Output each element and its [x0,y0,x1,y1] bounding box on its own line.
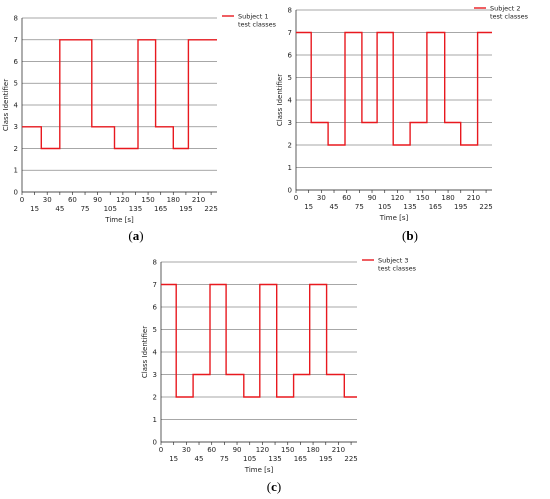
x-tick-label: 165 [429,203,442,211]
y-axis-label: Class Identifier [141,326,149,378]
y-tick-label: 0 [153,438,157,446]
x-tick-label: 105 [378,203,391,211]
x-tick-label: 210 [192,196,205,204]
y-tick-label: 6 [288,51,293,59]
y-axis-label: Class Identifier [2,79,10,131]
x-tick-label: 135 [403,203,416,211]
x-tick-label: 75 [220,455,229,463]
y-tick-label: 5 [288,74,292,82]
x-tick-label: 180 [167,196,180,204]
x-tick-label: 45 [330,203,339,211]
y-tick-label: 7 [153,281,157,289]
x-tick-label: 120 [391,194,404,202]
x-tick-label: 0 [20,196,24,204]
x-tick-label: 90 [368,194,377,202]
x-tick-label: 210 [467,194,480,202]
y-tick-label: 3 [153,371,157,379]
y-tick-label: 3 [14,123,18,131]
x-tick-label: 30 [182,446,191,454]
x-tick-label: 195 [179,205,192,213]
x-tick-label: 225 [479,203,492,211]
x-axis-label: Time [s] [104,216,134,224]
x-tick-label: 0 [159,446,163,454]
x-tick-label: 60 [68,196,77,204]
x-tick-label: 150 [141,196,154,204]
x-tick-label: 225 [344,455,357,463]
x-tick-label: 120 [256,446,269,454]
x-tick-label: 90 [233,446,242,454]
y-tick-label: 4 [153,348,158,356]
y-tick-label: 3 [288,119,292,127]
y-tick-label: 6 [14,58,19,66]
legend-entry: test classes [238,20,277,28]
x-tick-label: 195 [319,455,332,463]
x-tick-label: 45 [195,455,204,463]
y-tick-label: 4 [288,96,293,104]
y-tick-label: 2 [288,141,292,149]
y-tick-label: 6 [153,303,158,311]
y-tick-label: 0 [14,188,18,196]
y-tick-label: 5 [14,80,18,88]
x-tick-label: 105 [243,455,256,463]
series-line [161,283,357,398]
x-axis-label: Time [s] [379,214,409,222]
panel-caption: (c) [267,479,281,494]
x-tick-label: 90 [93,196,102,204]
x-tick-label: 15 [30,205,39,213]
x-tick-label: 0 [294,194,298,202]
x-tick-label: 135 [268,455,281,463]
y-tick-label: 7 [288,29,292,37]
y-tick-label: 1 [153,416,157,424]
x-tick-label: 135 [129,205,142,213]
x-tick-label: 15 [304,203,313,211]
y-tick-label: 0 [288,186,292,194]
legend-entry: test classes [490,12,529,20]
x-tick-label: 150 [416,194,429,202]
y-tick-label: 7 [14,36,18,44]
y-tick-label: 8 [288,6,292,14]
legend-entry: test classes [378,264,417,272]
x-tick-label: 165 [294,455,307,463]
x-tick-label: 60 [207,446,216,454]
y-tick-label: 8 [153,258,157,266]
x-tick-label: 45 [55,205,64,213]
x-tick-label: 60 [342,194,351,202]
legend-entry: Subject 2 [490,4,521,12]
x-tick-label: 75 [355,203,364,211]
x-tick-label: 30 [317,194,326,202]
panel-caption: (a) [128,228,143,243]
y-tick-label: 1 [288,164,292,172]
x-tick-label: 210 [332,446,345,454]
y-tick-label: 2 [153,393,157,401]
x-tick-label: 75 [81,205,90,213]
legend-entry: Subject 1 [238,12,269,20]
y-tick-label: 5 [153,326,157,334]
series-line [22,39,217,150]
x-tick-label: 105 [104,205,117,213]
series-line [296,31,492,146]
x-tick-label: 150 [281,446,294,454]
x-tick-label: 225 [204,205,217,213]
y-tick-label: 8 [14,14,18,22]
y-axis-label: Class Identifier [276,74,284,126]
panel-caption: (b) [402,228,418,243]
y-tick-label: 2 [14,145,18,153]
x-tick-label: 165 [154,205,167,213]
x-tick-label: 180 [306,446,319,454]
x-tick-label: 15 [169,455,178,463]
x-tick-label: 195 [454,203,467,211]
x-tick-label: 180 [441,194,454,202]
x-tick-label: 30 [43,196,52,204]
y-tick-label: 1 [14,167,18,175]
legend-entry: Subject 3 [378,256,409,264]
y-tick-label: 4 [14,101,19,109]
x-tick-label: 120 [116,196,129,204]
x-axis-label: Time [s] [244,466,274,474]
